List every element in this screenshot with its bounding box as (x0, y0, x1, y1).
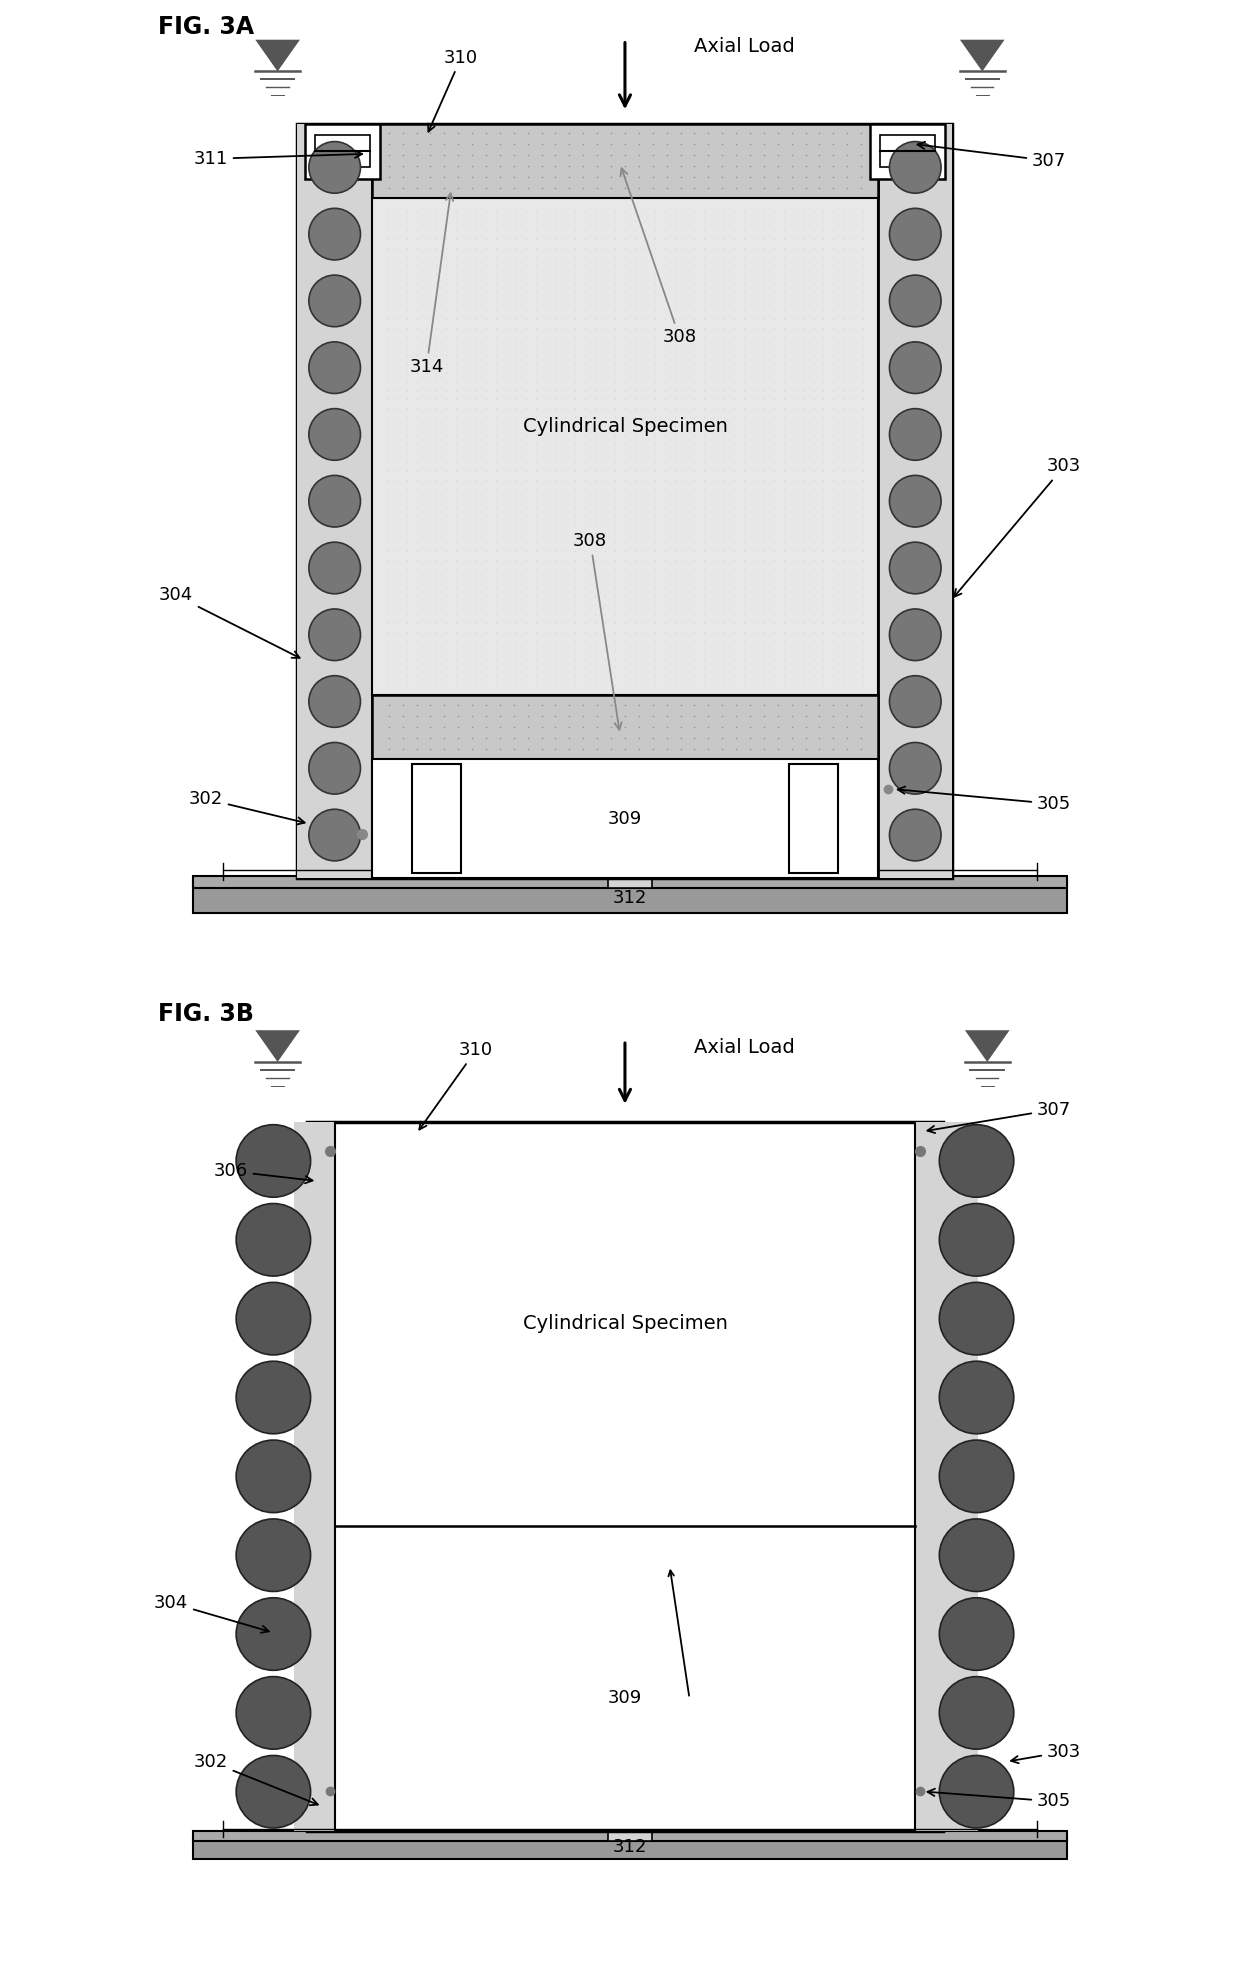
Text: FIG. 3B: FIG. 3B (159, 1002, 254, 1026)
Text: 302: 302 (193, 1753, 317, 1804)
Ellipse shape (940, 1677, 1014, 1749)
Text: 305: 305 (928, 1788, 1071, 1810)
Circle shape (309, 542, 361, 594)
Circle shape (309, 742, 361, 794)
Circle shape (889, 141, 941, 193)
Polygon shape (965, 1030, 1009, 1062)
Ellipse shape (940, 1598, 1014, 1669)
Text: 305: 305 (898, 786, 1071, 814)
FancyBboxPatch shape (878, 123, 952, 877)
Polygon shape (255, 1030, 300, 1062)
FancyBboxPatch shape (308, 1122, 942, 1830)
Circle shape (889, 474, 941, 526)
Text: 308: 308 (573, 532, 621, 730)
FancyBboxPatch shape (308, 1122, 335, 1830)
Circle shape (309, 675, 361, 727)
Ellipse shape (236, 1125, 310, 1197)
Circle shape (309, 276, 361, 328)
Text: 303: 303 (1011, 1743, 1081, 1763)
Circle shape (889, 208, 941, 260)
Text: 314: 314 (409, 193, 453, 377)
FancyBboxPatch shape (608, 1822, 652, 1842)
Circle shape (309, 609, 361, 661)
Circle shape (889, 276, 941, 328)
Text: 307: 307 (918, 141, 1066, 171)
Circle shape (889, 810, 941, 861)
Text: 303: 303 (954, 457, 1081, 597)
Text: 304: 304 (154, 1594, 269, 1634)
FancyBboxPatch shape (193, 875, 1066, 889)
Circle shape (889, 542, 941, 594)
Text: 311: 311 (193, 149, 362, 169)
FancyBboxPatch shape (372, 123, 878, 198)
FancyBboxPatch shape (315, 135, 370, 167)
Text: 304: 304 (159, 586, 300, 657)
FancyBboxPatch shape (298, 123, 952, 877)
Ellipse shape (940, 1755, 1014, 1828)
Text: 302: 302 (188, 790, 305, 824)
Text: 308: 308 (620, 169, 697, 347)
FancyBboxPatch shape (880, 135, 935, 167)
Circle shape (309, 341, 361, 393)
Circle shape (889, 341, 941, 393)
Ellipse shape (236, 1439, 310, 1513)
Text: Axial Load: Axial Load (694, 1038, 795, 1056)
Circle shape (309, 141, 361, 193)
Circle shape (889, 609, 941, 661)
FancyBboxPatch shape (298, 123, 372, 877)
FancyBboxPatch shape (372, 758, 878, 877)
Text: FIG. 3A: FIG. 3A (159, 14, 254, 40)
FancyBboxPatch shape (193, 1830, 1066, 1842)
Text: Cylindrical Specimen: Cylindrical Specimen (522, 417, 728, 437)
Ellipse shape (236, 1755, 310, 1828)
Text: Cylindrical Specimen: Cylindrical Specimen (522, 1314, 728, 1334)
FancyBboxPatch shape (372, 695, 878, 758)
Circle shape (309, 474, 361, 526)
Ellipse shape (236, 1677, 310, 1749)
Ellipse shape (940, 1203, 1014, 1276)
Text: 310: 310 (428, 48, 479, 131)
Ellipse shape (940, 1125, 1014, 1197)
Ellipse shape (236, 1598, 310, 1669)
Circle shape (889, 409, 941, 461)
FancyBboxPatch shape (412, 764, 461, 873)
FancyBboxPatch shape (372, 198, 878, 695)
Text: 306: 306 (213, 1161, 312, 1183)
FancyBboxPatch shape (608, 869, 652, 889)
Polygon shape (255, 40, 300, 71)
Ellipse shape (236, 1362, 310, 1433)
Text: 307: 307 (928, 1100, 1071, 1133)
Ellipse shape (236, 1282, 310, 1356)
Ellipse shape (940, 1519, 1014, 1592)
FancyBboxPatch shape (305, 123, 379, 179)
Circle shape (889, 675, 941, 727)
Circle shape (309, 810, 361, 861)
FancyBboxPatch shape (941, 1122, 978, 1830)
FancyBboxPatch shape (193, 879, 1066, 913)
Ellipse shape (236, 1203, 310, 1276)
FancyBboxPatch shape (870, 123, 945, 179)
Text: 310: 310 (419, 1040, 494, 1129)
Text: 309: 309 (608, 810, 642, 828)
FancyBboxPatch shape (294, 1122, 309, 1830)
Ellipse shape (236, 1519, 310, 1592)
Text: 309: 309 (608, 1689, 642, 1707)
FancyBboxPatch shape (915, 1122, 942, 1830)
Text: 312: 312 (613, 1838, 647, 1856)
FancyBboxPatch shape (193, 1838, 1066, 1858)
Circle shape (309, 409, 361, 461)
Circle shape (889, 742, 941, 794)
Ellipse shape (940, 1282, 1014, 1356)
Ellipse shape (940, 1362, 1014, 1433)
FancyBboxPatch shape (789, 764, 838, 873)
Text: 312: 312 (613, 889, 647, 907)
Ellipse shape (940, 1439, 1014, 1513)
Circle shape (309, 208, 361, 260)
Polygon shape (960, 40, 1004, 71)
Text: Axial Load: Axial Load (694, 38, 795, 56)
